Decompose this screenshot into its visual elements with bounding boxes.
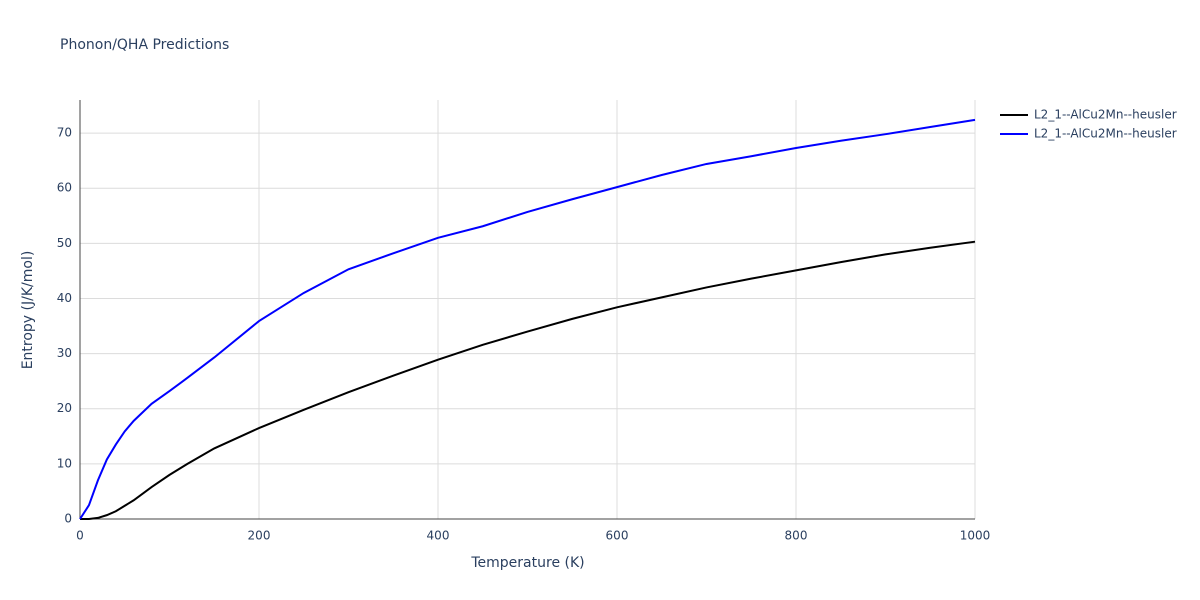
legend-label: L2_1--AlCu2Mn--heusler xyxy=(1034,127,1177,141)
line-series xyxy=(79,118,976,520)
line-series xyxy=(80,240,976,520)
y-tick-label: 70 xyxy=(57,126,72,140)
y-tick-label: 30 xyxy=(57,346,72,360)
x-tick-label: 0 xyxy=(76,529,84,543)
chart-title: Phonon/QHA Predictions xyxy=(60,37,229,53)
y-tick-label: 0 xyxy=(64,512,72,526)
y-tick-label: 60 xyxy=(57,181,72,195)
x-axis-title: Temperature (K) xyxy=(470,555,584,571)
x-tick-label: 1000 xyxy=(960,529,991,543)
y-axis-title: Entropy (J/K/mol) xyxy=(20,251,36,370)
x-tick-label: 800 xyxy=(785,529,808,543)
x-tick-label: 600 xyxy=(606,529,629,543)
y-tick-label: 10 xyxy=(57,456,72,470)
y-tick-label: 40 xyxy=(57,291,72,305)
legend-label: L2_1--AlCu2Mn--heusler xyxy=(1034,108,1177,122)
y-tick-label: 20 xyxy=(57,401,72,415)
y-tick-label: 50 xyxy=(57,236,72,250)
x-tick-label: 400 xyxy=(427,529,450,543)
x-tick-label: 200 xyxy=(248,529,271,543)
